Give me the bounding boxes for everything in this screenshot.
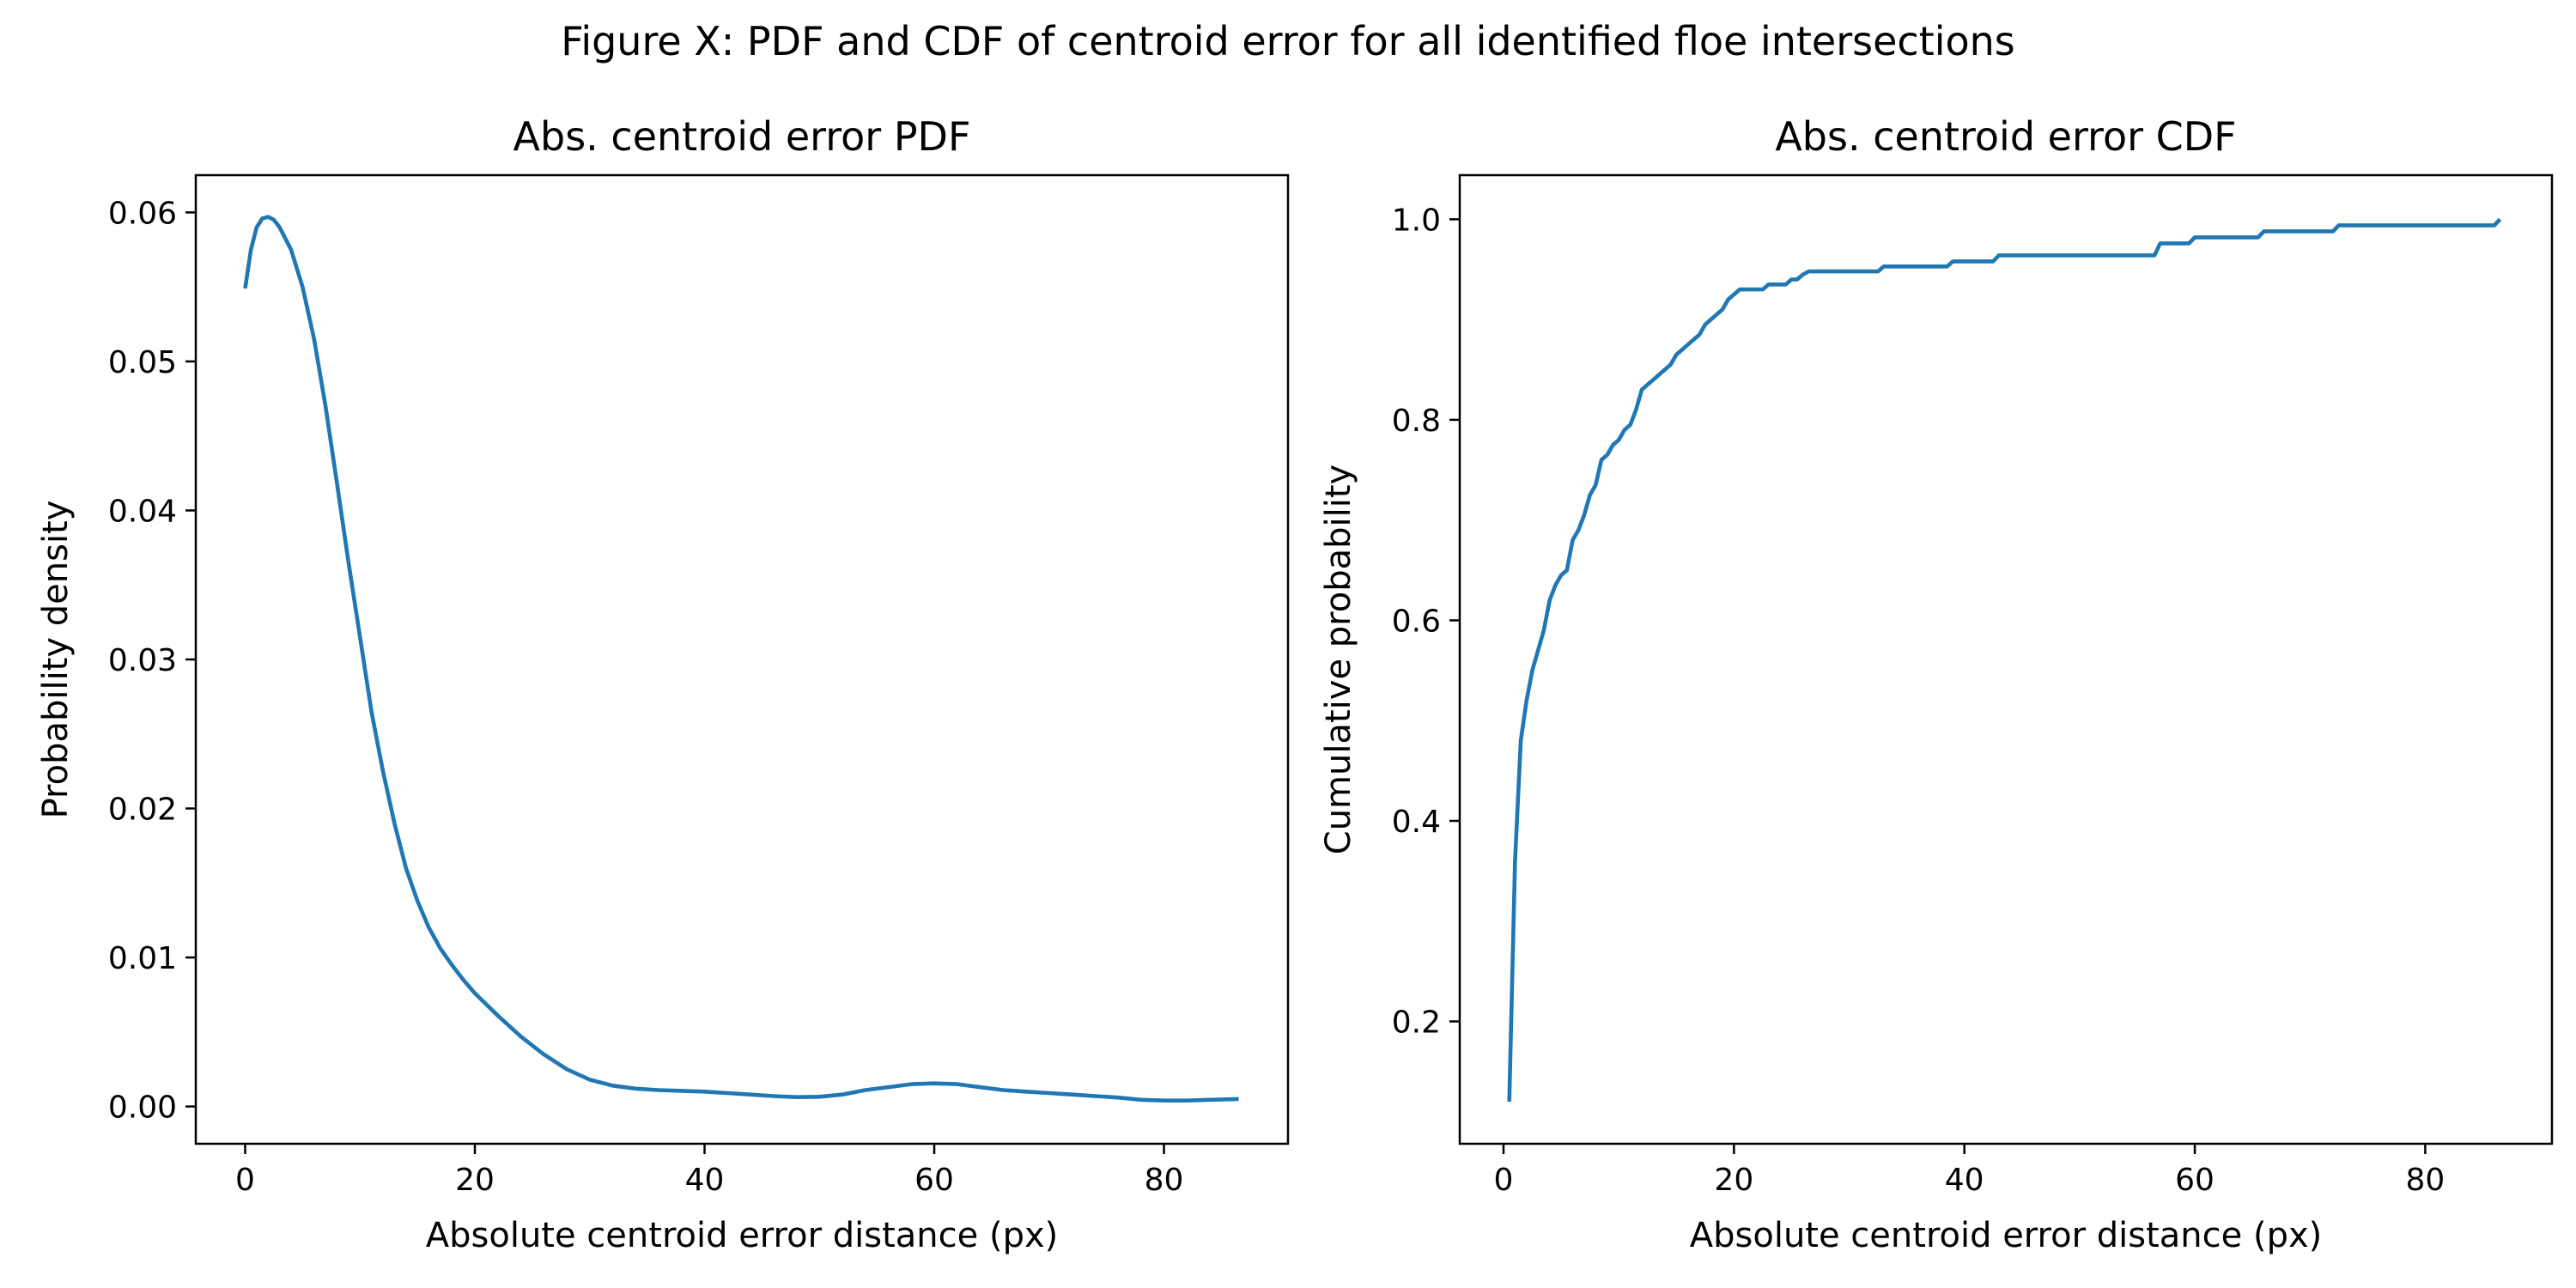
pdf-y-tick-label: 0.00 bbox=[108, 1091, 177, 1126]
pdf-axes-frame bbox=[194, 173, 1290, 1145]
cdf-y-tick-label: 0.2 bbox=[1392, 1005, 1441, 1041]
pdf-ticks: 0 20 40 60 80 0.00 0.01 0.02 0.03 0.04 0.05 0.06 bbox=[108, 196, 1184, 1198]
pdf-y-axis-label: Probability density bbox=[36, 501, 76, 819]
pdf-panel-title: Abs. centroid error PDF bbox=[513, 113, 971, 160]
pdf-x-tick-label: 0 bbox=[235, 1163, 255, 1198]
pdf-series-group bbox=[243, 215, 1239, 1103]
cdf-x-tick-label: 60 bbox=[2175, 1163, 2215, 1198]
pdf-y-tick-label: 0.05 bbox=[108, 345, 177, 380]
cdf-y-axis-label: Cumulative probability bbox=[1319, 465, 1358, 854]
pdf-y-tick-label: 0.03 bbox=[108, 643, 177, 678]
pdf-x-axis-label: Absolute centroid error distance (px) bbox=[426, 1216, 1058, 1255]
cdf-series-line bbox=[1507, 217, 2502, 1103]
pdf-y-tick-label: 0.06 bbox=[108, 196, 177, 231]
cdf-series-group bbox=[1507, 217, 2502, 1103]
figure-suptitle: Figure X: PDF and CDF of centroid error … bbox=[561, 18, 2015, 64]
cdf-y-tick-label: 1.0 bbox=[1392, 203, 1441, 238]
pdf-y-tick-label: 0.01 bbox=[108, 941, 177, 976]
pdf-x-tick-label: 40 bbox=[685, 1163, 725, 1198]
cdf-y-tick-label: 0.6 bbox=[1392, 604, 1441, 639]
cdf-x-tick-label: 40 bbox=[1945, 1163, 1984, 1198]
cdf-x-tick-label: 20 bbox=[1714, 1163, 1753, 1198]
pdf-x-tick-label: 80 bbox=[1145, 1163, 1184, 1198]
cdf-x-tick-label: 80 bbox=[2405, 1163, 2445, 1198]
cdf-x-axis-label: Absolute centroid error distance (px) bbox=[1690, 1216, 2322, 1255]
pdf-x-tick-label: 60 bbox=[914, 1163, 954, 1198]
cdf-y-tick-label: 0.8 bbox=[1392, 404, 1441, 439]
cdf-panel: Abs. centroid error CDF Absolute centroi… bbox=[1319, 113, 2554, 1255]
pdf-y-tick-label: 0.02 bbox=[108, 793, 177, 828]
cdf-axes-frame bbox=[1458, 173, 2554, 1145]
pdf-y-tick-label: 0.04 bbox=[108, 494, 177, 529]
pdf-series-line bbox=[243, 215, 1239, 1103]
pdf-x-tick-label: 20 bbox=[455, 1163, 495, 1198]
cdf-x-tick-label: 0 bbox=[1494, 1163, 1514, 1198]
pdf-panel: Abs. centroid error PDF Absolute centroi… bbox=[36, 113, 1290, 1255]
cdf-ticks: 0 20 40 60 80 0.2 0.4 0.6 0.8 1.0 bbox=[1392, 203, 2445, 1198]
cdf-y-tick-label: 0.4 bbox=[1392, 805, 1441, 840]
cdf-panel-title: Abs. centroid error CDF bbox=[1775, 113, 2236, 160]
